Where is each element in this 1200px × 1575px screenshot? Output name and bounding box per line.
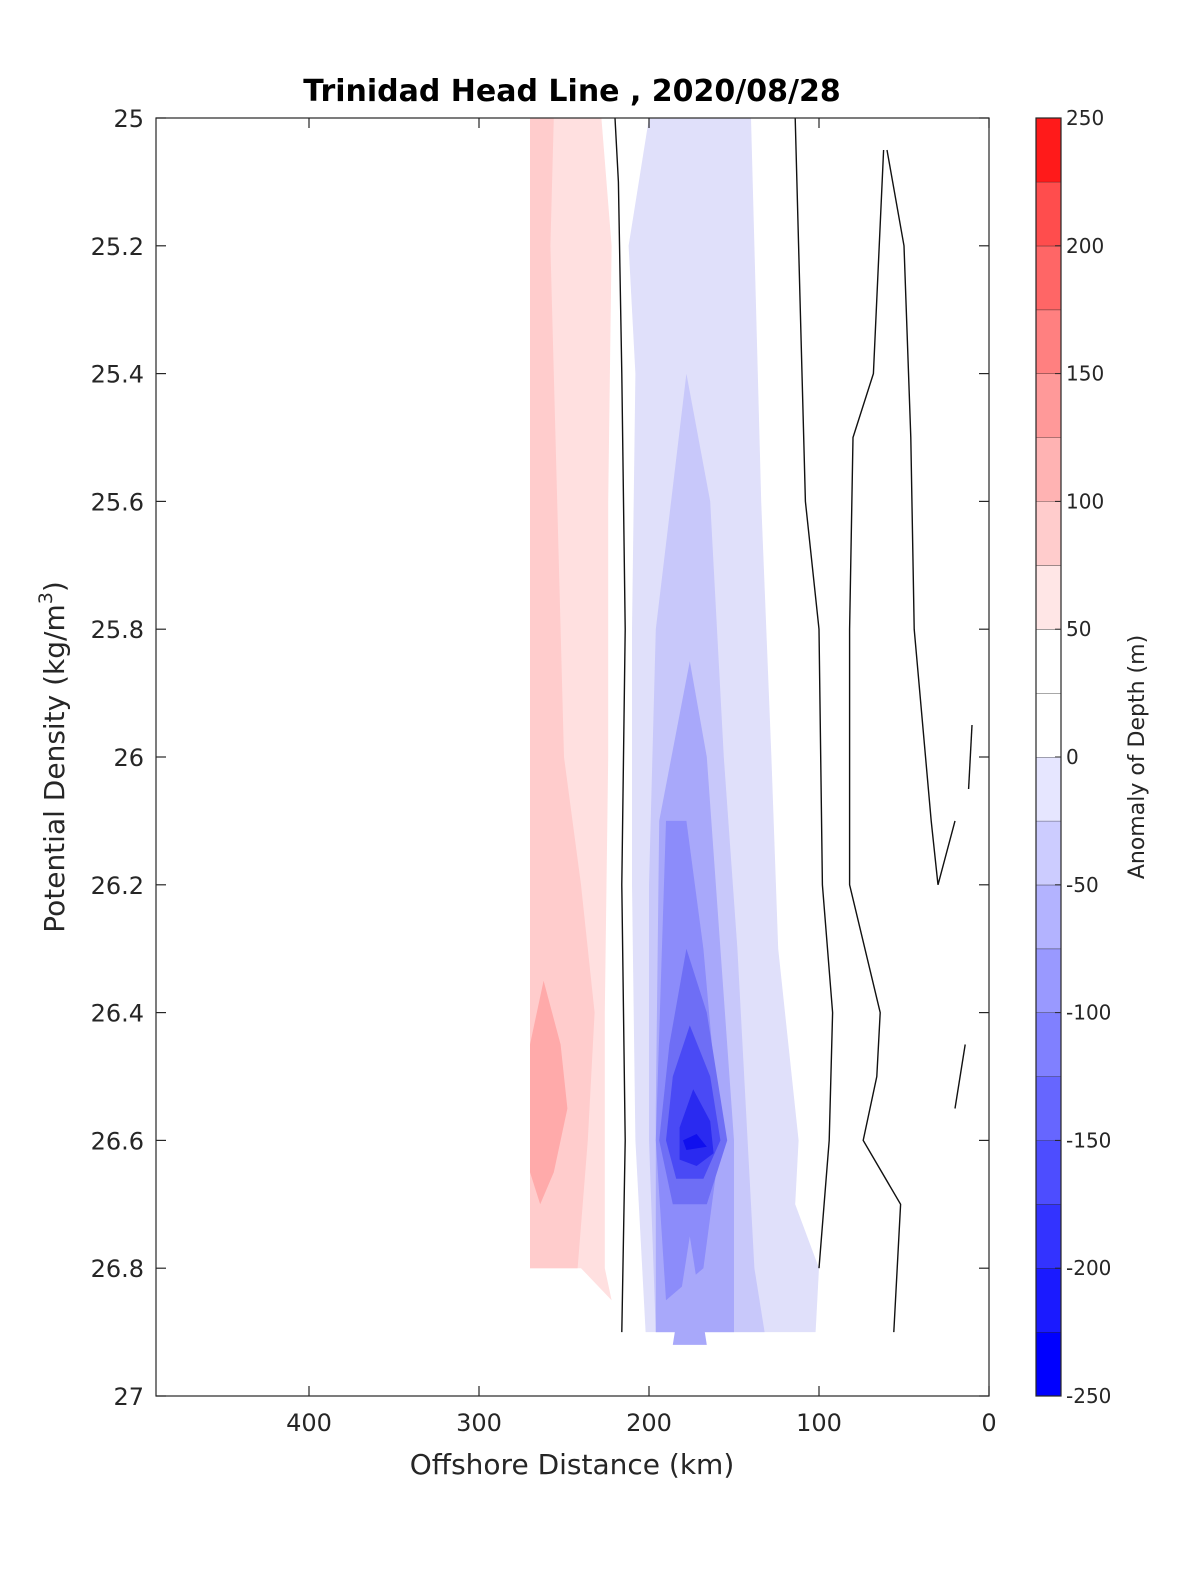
colorbar-segment-5 <box>1036 1012 1061 1077</box>
contour-fill-2 <box>530 980 568 1205</box>
colorbar-segment-3 <box>1036 1140 1061 1205</box>
x-tick-label: 400 <box>286 1409 332 1437</box>
colorbar-tick-label: 100 <box>1066 489 1104 513</box>
y-tick-label: 26.8 <box>91 1255 144 1283</box>
colorbar-tick-label: -50 <box>1066 873 1099 897</box>
colorbar-segment-2 <box>1036 1204 1061 1269</box>
colorbar-tick-label: -200 <box>1066 1256 1111 1280</box>
plot-area: 400 300 200 100 0 25 25.2 25.4 25.6 25.8 26 26.2 26… <box>91 105 997 1437</box>
y-tick-label: 25.8 <box>91 616 144 644</box>
y-tick-label: 25.4 <box>91 361 144 389</box>
x-tick-label: 200 <box>626 1409 672 1437</box>
colorbar-tick-label: -100 <box>1066 1001 1111 1025</box>
colorbar-segment-6 <box>1036 948 1061 1013</box>
colorbar-segment-11 <box>1036 629 1061 694</box>
y-axis-label-superscript: 3 <box>35 592 57 604</box>
x-axis: 400 300 200 100 0 <box>286 118 997 1437</box>
y-tick-label: 25.6 <box>91 488 144 516</box>
filled-regions <box>530 118 819 1345</box>
y-tick-label: 27 <box>113 1383 144 1411</box>
contour-line-5 <box>967 724 973 790</box>
y-tick-label: 26.2 <box>91 872 144 900</box>
contour-fill-11 <box>672 1236 707 1345</box>
colorbar-segments <box>1036 117 1061 1396</box>
colorbar-tick-label: 0 <box>1066 745 1079 769</box>
contour-line-3 <box>848 149 902 1333</box>
contour-line-2 <box>886 149 956 885</box>
contour-line-4 <box>954 1044 966 1109</box>
colorbar-segment-9 <box>1036 757 1061 821</box>
colorbar-segment-8 <box>1036 820 1061 885</box>
colorbar-segment-4 <box>1036 1076 1061 1141</box>
colorbar-tick-label: -250 <box>1066 1384 1111 1408</box>
colorbar-segment-15 <box>1036 373 1061 438</box>
colorbar: 250 200 150 100 50 0 -50 -100 -150 -200 -250 <box>1035 106 1111 1408</box>
y-axis: 25 25.2 25.4 25.6 25.8 26 26.2 26.4 26.6 26.8 27 <box>91 105 989 1411</box>
colorbar-tick-label: -150 <box>1066 1128 1111 1152</box>
x-tick-label: 100 <box>796 1409 842 1437</box>
y-tick-label: 25.2 <box>91 233 144 261</box>
y-tick-label: 26.4 <box>91 1000 144 1028</box>
colorbar-segment-1 <box>1036 1268 1061 1333</box>
colorbar-tick-label: 150 <box>1066 362 1104 386</box>
colorbar-segment-7 <box>1036 884 1061 949</box>
colorbar-ticks: 250 200 150 100 50 0 -50 -100 -150 -200 -250 <box>1055 106 1111 1408</box>
colorbar-segment-19 <box>1036 118 1061 182</box>
contour-lines <box>614 117 973 1333</box>
colorbar-tick-label: 200 <box>1066 234 1104 258</box>
colorbar-segment-0 <box>1036 1332 1061 1396</box>
y-axis-label: Potential Density (kg/m3) <box>35 581 71 933</box>
colorbar-tick-label: 50 <box>1066 617 1091 641</box>
colorbar-segment-16 <box>1036 309 1061 374</box>
x-tick-label: 0 <box>981 1409 996 1437</box>
colorbar-segment-13 <box>1036 501 1061 566</box>
colorbar-segment-17 <box>1036 245 1061 310</box>
contour-line-1 <box>794 117 834 1269</box>
y-tick-label: 26.6 <box>91 1127 144 1155</box>
x-tick-label: 300 <box>456 1409 502 1437</box>
chart-title: Trinidad Head Line , 2020/08/28 <box>303 74 840 109</box>
y-tick-label: 26 <box>113 744 144 772</box>
colorbar-segment-14 <box>1036 437 1061 502</box>
colorbar-label: Anomaly of Depth (m) <box>1125 635 1150 879</box>
y-axis-label-main: Potential Density (kg/m <box>38 604 71 933</box>
contour-fill-1 <box>530 118 595 1269</box>
x-axis-label: Offshore Distance (km) <box>410 1448 735 1481</box>
colorbar-segment-18 <box>1036 181 1061 246</box>
y-axis-label-close: ) <box>38 581 71 592</box>
colorbar-segment-12 <box>1036 565 1061 630</box>
colorbar-tick-label: 250 <box>1066 106 1104 130</box>
contour-fill-10 <box>683 1134 707 1150</box>
colorbar-segment-10 <box>1036 693 1061 757</box>
y-tick-label: 25 <box>113 105 144 133</box>
contour-line-0 <box>614 117 626 1333</box>
